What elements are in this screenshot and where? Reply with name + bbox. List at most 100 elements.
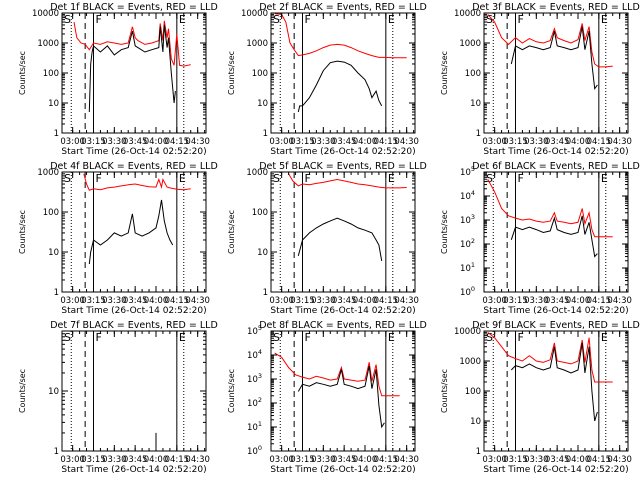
x-axis-label: Start Time (26-Oct-14 02:52:20) (61, 465, 206, 475)
y-tick-label: 10 (470, 417, 481, 427)
x-tick-label: 03:45 (123, 137, 148, 147)
marker-label-s: S (486, 172, 493, 185)
marker-label-f: F (304, 172, 310, 185)
x-tick-label: 04:30 (185, 455, 210, 465)
series-line-events (297, 217, 383, 261)
x-tick-label: 04:30 (394, 455, 419, 465)
marker-label-f: F (95, 331, 101, 344)
x-tick-label: 04:00 (566, 296, 591, 306)
marker-label-s: S (64, 13, 71, 26)
x-tick-label: 03:30 (311, 455, 336, 465)
y-axis-label: Counts/sec (440, 210, 449, 254)
marker-label-e: E (179, 331, 186, 344)
x-axis-label: Start Time (26-Oct-14 02:52:20) (483, 306, 628, 316)
y-tick-base: 10 (460, 264, 471, 274)
x-tick-label: 03:00 (269, 137, 294, 147)
marker-label-e: E (388, 172, 395, 185)
y-axis-label: Counts/sec (440, 51, 449, 95)
y-axis-label: Counts/sec (440, 369, 449, 413)
chart-title: Det 6f BLACK = Events, RED = LLD (472, 161, 640, 172)
y-tick-label: 10 (257, 99, 268, 109)
y-tick-base: 10 (247, 423, 258, 433)
x-axis-label: Start Time (26-Oct-14 02:52:20) (61, 306, 206, 316)
x-tick-label: 03:15 (503, 137, 528, 147)
y-tick-label: 10000 (241, 9, 268, 19)
x-tick-label: 04:15 (374, 455, 399, 465)
marker-label-e: E (601, 331, 608, 344)
y-tick-label: 10000 (454, 9, 481, 19)
x-tick-label: 04:00 (144, 296, 169, 306)
chart-title: Det 4f BLACK = Events, RED = LLD (50, 161, 218, 172)
x-tick-label: 03:15 (81, 455, 106, 465)
y-tick-label: 1 (476, 129, 481, 139)
x-tick-label: 03:30 (102, 137, 127, 147)
chart-title: Det 3f BLACK = Events, RED = LLD (472, 2, 640, 13)
chart-title: Det 7f BLACK = Events, RED = LLD (50, 320, 218, 331)
y-tick-base: 10 (460, 216, 471, 226)
marker-label-e: E (388, 331, 395, 344)
y-tick-label: 1 (54, 288, 59, 298)
plot-frame (270, 330, 416, 452)
x-tick-label: 03:45 (123, 296, 148, 306)
plot-frame (483, 12, 629, 134)
x-tick-label: 04:30 (607, 455, 632, 465)
x-tick-label: 04:00 (353, 137, 378, 147)
y-tick-base: 10 (247, 375, 258, 385)
x-tick-label: 04:30 (185, 137, 210, 147)
x-tick-label: 03:45 (545, 137, 570, 147)
marker-label-s: S (486, 13, 493, 26)
series-line-lld (288, 173, 407, 189)
y-axis-label: Counts/sec (18, 210, 27, 254)
y-tick-label: 10 (48, 248, 59, 258)
plot-frame (270, 171, 416, 293)
x-tick-label: 03:15 (503, 455, 528, 465)
x-axis-label: Start Time (26-Oct-14 02:52:20) (483, 147, 628, 157)
x-tick-label: 04:30 (394, 296, 419, 306)
y-tick-exponent: 0 (471, 285, 475, 293)
x-tick-label: 03:45 (545, 455, 570, 465)
y-tick-label: 1 (54, 447, 59, 457)
y-tick-label: 105 (460, 165, 475, 178)
y-tick-base: 10 (460, 192, 471, 202)
marker-label-s: S (64, 172, 71, 185)
y-tick-label: 102 (460, 237, 475, 250)
marker-label-e: E (601, 172, 608, 185)
y-tick-label: 101 (247, 420, 262, 433)
y-tick-label: 100 (460, 285, 475, 298)
x-tick-label: 04:15 (587, 137, 612, 147)
x-tick-label: 03:00 (60, 296, 85, 306)
x-tick-label: 04:15 (165, 137, 190, 147)
y-tick-label: 1000 (246, 39, 268, 49)
x-tick-label: 04:15 (374, 137, 399, 147)
chart-title: Det 9f BLACK = Events, RED = LLD (472, 320, 640, 331)
series-line-lld (73, 20, 191, 67)
x-tick-label: 04:15 (165, 296, 190, 306)
x-axis-label: Start Time (26-Oct-14 02:52:20) (270, 147, 415, 157)
y-tick-exponent: 0 (258, 444, 262, 452)
y-tick-label: 10000 (454, 327, 481, 337)
y-tick-label: 100 (465, 69, 481, 79)
x-tick-label: 04:15 (165, 455, 190, 465)
x-tick-label: 03:45 (332, 296, 357, 306)
x-axis-label: Start Time (26-Oct-14 02:52:20) (270, 306, 415, 316)
series-line-events (297, 60, 383, 113)
y-tick-label: 100 (43, 69, 59, 79)
plot-frame (61, 330, 207, 452)
series-line-events (88, 199, 174, 265)
y-tick-base: 10 (247, 399, 258, 409)
marker-label-s: S (486, 331, 493, 344)
x-axis-label: Start Time (26-Oct-14 02:52:20) (483, 465, 628, 475)
x-tick-label: 03:45 (332, 455, 357, 465)
y-tick-label: 1 (263, 129, 268, 139)
marker-label-f: F (517, 13, 523, 26)
series-line-events (510, 215, 598, 258)
y-axis-label: Counts/sec (227, 369, 236, 413)
x-tick-label: 04:00 (566, 137, 591, 147)
y-tick-label: 100 (247, 444, 262, 457)
series-line-events (510, 26, 598, 91)
